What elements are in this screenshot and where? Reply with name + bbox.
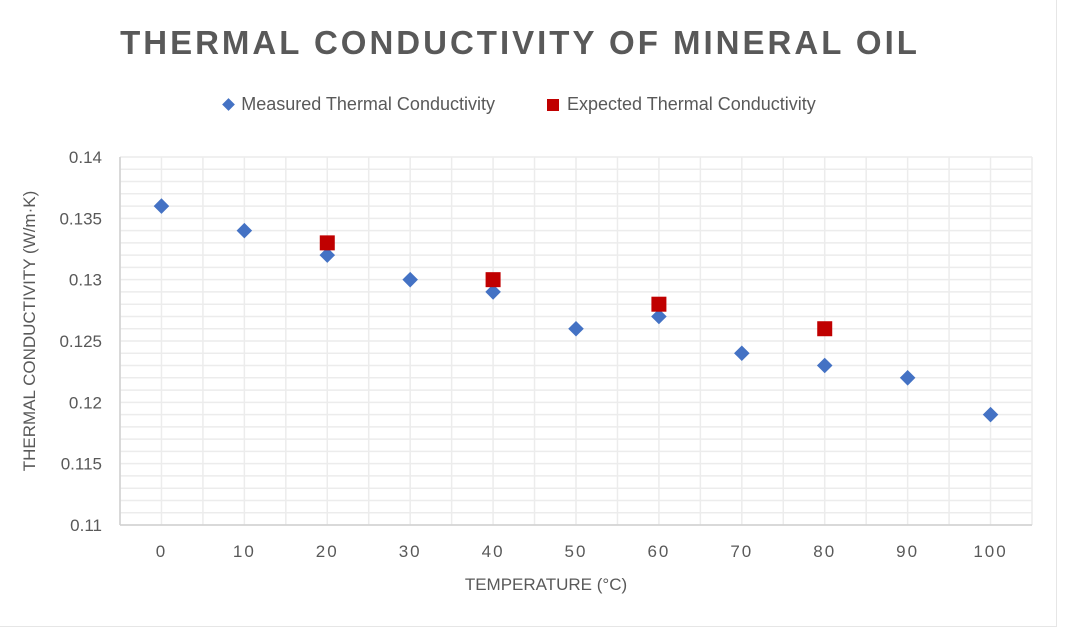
y-tick-label: 0.12 [69, 393, 102, 412]
x-tick-label: 80 [813, 542, 836, 561]
expected-point [485, 272, 501, 288]
y-tick-label: 0.125 [59, 332, 102, 351]
measured-point [402, 271, 418, 288]
chart-title: THERMAL CONDUCTIVITY OF MINERAL OIL [120, 24, 920, 61]
expected-point [817, 321, 833, 337]
x-tick-label: 100 [973, 542, 1007, 561]
expected-point [651, 296, 667, 312]
measured-point [734, 345, 750, 362]
x-tick-label: 10 [233, 542, 256, 561]
measured-point [153, 198, 170, 214]
measured-point [236, 222, 253, 239]
y-tick-label: 0.115 [61, 455, 102, 474]
y-tick-label: 0.11 [70, 516, 102, 535]
y-tick-label: 0.13 [69, 271, 102, 290]
measured-point [982, 406, 999, 423]
measured-point [816, 357, 833, 374]
x-tick-label: 50 [565, 542, 588, 561]
x-tick-label: 90 [896, 542, 919, 561]
x-tick-label: 30 [399, 542, 422, 561]
x-tick-label: 40 [482, 542, 505, 561]
y-axis-title: THERMAL CONDUCTIVITY (W/m·K) [20, 191, 39, 472]
expected-point [319, 235, 335, 251]
legend-label: Expected Thermal Conductivity [566, 94, 816, 114]
x-tick-label: 20 [316, 542, 339, 561]
legend-item-measured: Measured Thermal Conductivity [222, 94, 495, 115]
y-tick-label: 0.14 [69, 148, 102, 167]
legend-item-expected: Expected Thermal Conductivity [546, 94, 816, 115]
x-tick-label: 0 [156, 542, 167, 561]
square-marker-icon [546, 98, 559, 111]
x-tick-label: 60 [647, 542, 670, 561]
measured-point [899, 370, 916, 386]
measured-point [568, 320, 584, 337]
chart-frame [0, 0, 1057, 627]
legend-label: Measured Thermal Conductivity [241, 94, 495, 114]
x-tick-label: 70 [730, 542, 753, 561]
legend: Measured Thermal Conductivity Expected T… [0, 94, 1040, 115]
x-axis-title: TEMPERATURE (°C) [465, 575, 627, 594]
y-tick-label: 0.135 [59, 209, 102, 228]
